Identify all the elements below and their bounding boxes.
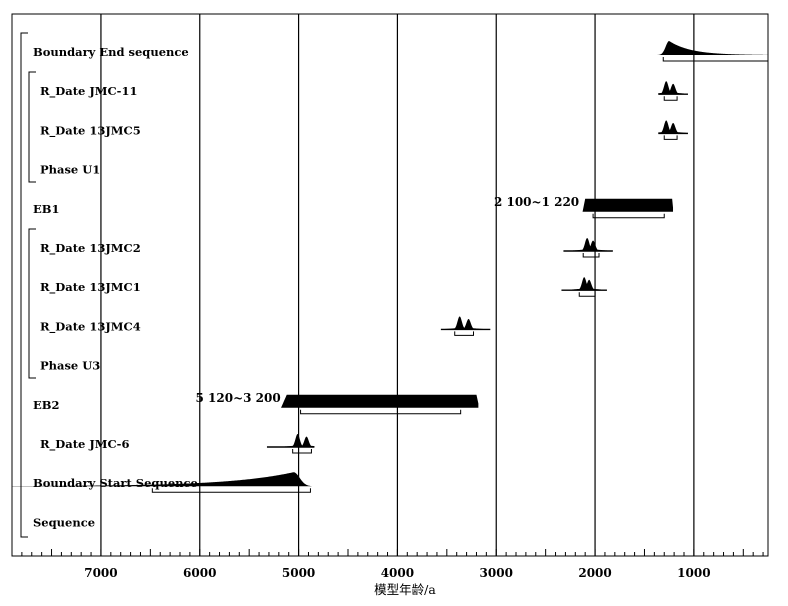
range-annotation: 2 100~1 220: [494, 195, 579, 209]
interval-bracket: [300, 409, 462, 415]
row-label: R_Date 13JMC5: [40, 123, 141, 138]
distribution-shape: [657, 41, 768, 55]
range-annotation: 5 120~3 200: [196, 391, 281, 405]
distribution-shape: [12, 472, 312, 487]
row-label: EB2: [33, 398, 60, 412]
interval-bracket: [592, 213, 665, 219]
row-label: R_Date 13JMC4: [40, 319, 141, 334]
row-label: Boundary End sequence: [33, 45, 189, 59]
row-label: R_Date 13JMC2: [40, 241, 141, 256]
interval-bracket: [151, 488, 311, 493]
distribution-marks: [12, 41, 769, 493]
phase-u1-bracket: [28, 71, 36, 183]
sequence-bracket: [20, 32, 28, 538]
sequence-brackets: [20, 32, 36, 538]
x-axis-ticks: 7000 6000 5000 4000 3000 2000 1000: [21, 549, 764, 580]
row-label: EB1: [33, 202, 60, 216]
distribution-shape: [582, 198, 674, 212]
interval-bracket: [663, 96, 678, 101]
tick-label-3000: 3000: [480, 566, 513, 580]
tick-label-6000: 6000: [183, 566, 216, 580]
interval-bracket: [663, 135, 678, 140]
interval-bracket: [292, 449, 312, 454]
tick-label-7000: 7000: [84, 566, 117, 580]
row-label: R_Date 13JMC1: [40, 280, 141, 295]
x-axis-label: 模型年龄/a: [374, 582, 436, 597]
tick-label-1000: 1000: [677, 566, 710, 580]
distribution-shape: [281, 394, 479, 408]
interval-bracket: [582, 253, 600, 258]
tick-label-2000: 2000: [578, 566, 611, 580]
tick-label-4000: 4000: [381, 566, 414, 580]
interval-bracket: [578, 292, 596, 297]
distribution-shape: [658, 120, 688, 134]
gridlines: [100, 14, 695, 556]
interval-bracket: [454, 331, 475, 336]
row-label: Phase U3: [40, 359, 100, 373]
distribution-shape: [561, 277, 607, 291]
distribution-shape: [563, 238, 613, 251]
distribution-shape: [440, 316, 491, 330]
plot-frame: [11, 13, 769, 557]
row-label: R_Date JMC-11: [40, 84, 137, 99]
distribution-shape: [266, 434, 315, 447]
tick-label-5000: 5000: [282, 566, 315, 580]
phase-u3-bracket: [28, 228, 36, 379]
row-label: Boundary Start Sequence: [33, 476, 198, 490]
interval-bracket: [662, 57, 769, 62]
row-labels: Boundary End sequence R_Date JMC-11 R_Date…: [33, 45, 579, 529]
row-label: Phase U1: [40, 163, 100, 177]
distribution-shape: [658, 81, 688, 95]
row-label: R_Date JMC-6: [40, 437, 129, 452]
row-label: Sequence: [33, 515, 95, 529]
